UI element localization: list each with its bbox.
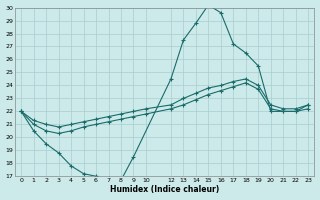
X-axis label: Humidex (Indice chaleur): Humidex (Indice chaleur) <box>110 185 219 194</box>
